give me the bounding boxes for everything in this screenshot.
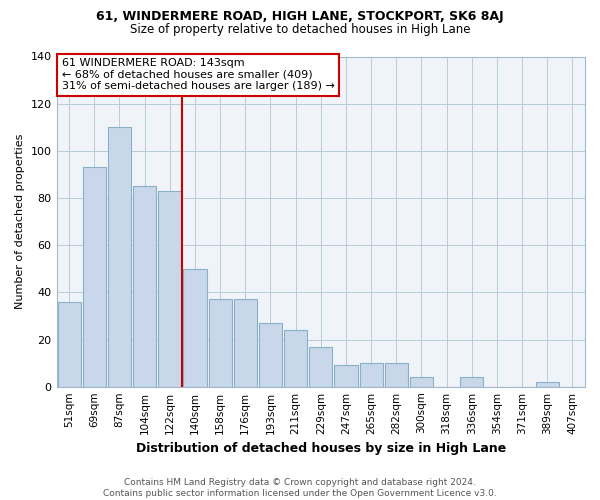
Bar (158, 191, 181, 386)
Y-axis label: Number of detached properties: Number of detached properties (15, 134, 25, 310)
Text: 61, WINDERMERE ROAD, HIGH LANE, STOCKPORT, SK6 8AJ: 61, WINDERMERE ROAD, HIGH LANE, STOCKPOR… (96, 10, 504, 23)
Bar (259, 323, 282, 386)
Bar (209, 300, 232, 386)
Text: 61 WINDERMERE ROAD: 143sqm
← 68% of detached houses are smaller (409)
31% of sem: 61 WINDERMERE ROAD: 143sqm ← 68% of deta… (62, 58, 335, 92)
Text: Contains HM Land Registry data © Crown copyright and database right 2024.
Contai: Contains HM Land Registry data © Crown c… (103, 478, 497, 498)
Bar (309, 346, 332, 387)
Text: Size of property relative to detached houses in High Lane: Size of property relative to detached ho… (130, 22, 470, 36)
Bar (108, 128, 131, 386)
Bar (234, 300, 257, 386)
Bar (58, 302, 80, 386)
Bar (334, 366, 358, 386)
Bar (410, 377, 433, 386)
Bar (83, 168, 106, 386)
Bar (359, 363, 383, 386)
Bar (460, 377, 484, 386)
Bar (385, 363, 408, 386)
Bar (184, 269, 206, 386)
Bar (133, 186, 156, 386)
Bar (536, 382, 559, 386)
X-axis label: Distribution of detached houses by size in High Lane: Distribution of detached houses by size … (136, 442, 506, 455)
Bar (284, 330, 307, 386)
